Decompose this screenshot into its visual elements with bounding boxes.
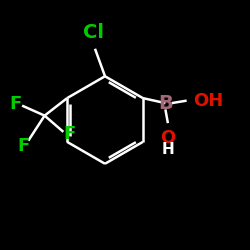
Text: F: F <box>10 95 22 113</box>
Text: O: O <box>160 130 176 147</box>
Text: Cl: Cl <box>83 24 104 42</box>
Text: OH: OH <box>193 92 223 110</box>
Text: F: F <box>17 136 29 154</box>
Text: F: F <box>64 125 76 143</box>
Text: B: B <box>158 94 173 112</box>
Text: H: H <box>162 142 174 157</box>
